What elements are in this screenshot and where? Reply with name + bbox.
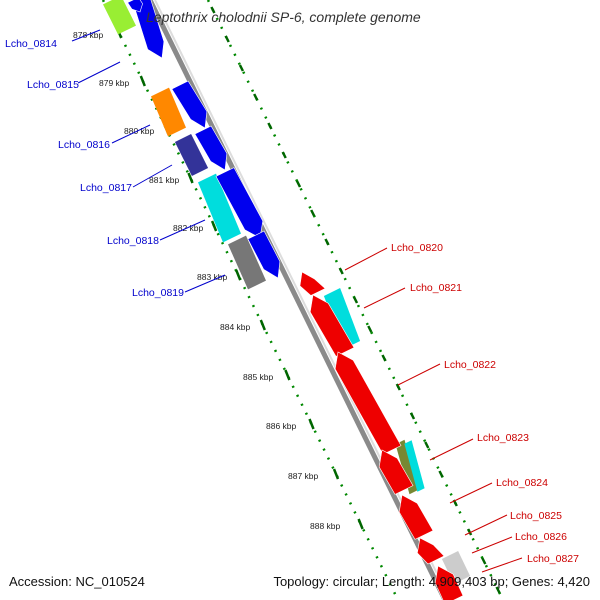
gc-tick bbox=[238, 64, 245, 72]
tick-label-882: 882 kbp bbox=[173, 223, 204, 233]
tick-mark bbox=[357, 518, 364, 530]
leader-line-0825 bbox=[464, 514, 508, 536]
cds-forward-0816[interactable] bbox=[171, 80, 208, 129]
cog-block-0827 bbox=[441, 551, 471, 584]
cds-forward-0819[interactable] bbox=[247, 230, 281, 279]
cog-block-0814 bbox=[103, 0, 136, 35]
tick-label-887: 887 kbp bbox=[288, 471, 319, 481]
gc-tick bbox=[267, 122, 273, 130]
cds-forward-0814[interactable] bbox=[131, 0, 165, 59]
accession-text: Accession: NC_010524 bbox=[9, 574, 145, 589]
tick-mark bbox=[259, 319, 266, 331]
gene-label-0824[interactable]: Lcho_0824 bbox=[496, 477, 548, 489]
gc-tick bbox=[438, 470, 444, 478]
gene-label-0817[interactable]: Lcho_0817 bbox=[80, 182, 132, 194]
leader-line-0826 bbox=[471, 536, 513, 554]
gene-label-0827[interactable]: Lcho_0827 bbox=[527, 553, 579, 565]
tick-mark bbox=[139, 75, 146, 87]
cog-block-0823b bbox=[404, 440, 425, 492]
leader-line-0818 bbox=[159, 219, 206, 241]
cds-reverse-0826[interactable] bbox=[434, 565, 464, 600]
gc-track-inner bbox=[101, 0, 400, 600]
gene-label-0821[interactable]: Lcho_0821 bbox=[410, 282, 462, 294]
gc-tick bbox=[381, 354, 387, 362]
gene-label-0822[interactable]: Lcho_0822 bbox=[444, 359, 496, 371]
tick-mark bbox=[284, 369, 291, 381]
genome-summary-text: Topology: circular; Length: 4,909,403 bp… bbox=[273, 574, 590, 589]
map-title: Leptothrix cholodnii SP-6, complete geno… bbox=[146, 9, 421, 25]
gc-tick bbox=[338, 267, 344, 275]
gene-label-0818[interactable]: Lcho_0818 bbox=[107, 235, 159, 247]
leader-line-0824 bbox=[449, 482, 493, 504]
gene-label-0820[interactable]: Lcho_0820 bbox=[391, 242, 443, 254]
cds-forward-0815[interactable] bbox=[127, 0, 143, 13]
tick-mark bbox=[332, 468, 340, 480]
cds-reverse-0820[interactable] bbox=[299, 271, 326, 296]
leader-line-0821 bbox=[363, 287, 406, 309]
gene-label-0819[interactable]: Lcho_0819 bbox=[132, 287, 184, 299]
tick-label-884: 884 kbp bbox=[220, 322, 251, 332]
gc-tick bbox=[352, 296, 359, 304]
gene-label-0823[interactable]: Lcho_0823 bbox=[477, 432, 529, 444]
gc-tick bbox=[324, 238, 330, 246]
tick-label-879: 879 kbp bbox=[99, 78, 130, 88]
cog-block-0817 bbox=[174, 134, 209, 176]
gc-tick bbox=[224, 35, 230, 43]
gc-tick bbox=[295, 180, 302, 188]
leader-line-0819 bbox=[184, 274, 226, 293]
gc-tick bbox=[395, 383, 401, 391]
leader-line-0827 bbox=[481, 557, 523, 573]
gc-tick bbox=[281, 151, 287, 159]
gene-label-0826[interactable]: Lcho_0826 bbox=[515, 531, 567, 543]
leader-line-0820 bbox=[344, 247, 388, 271]
cds-reverse-0822[interactable] bbox=[334, 351, 402, 455]
gc-tick bbox=[495, 586, 501, 594]
gc-tick bbox=[253, 93, 259, 101]
tick-label-881: 881 kbp bbox=[149, 175, 180, 185]
gc-tick bbox=[367, 325, 373, 333]
leader-line-0822 bbox=[397, 363, 441, 386]
tick-mark bbox=[210, 220, 218, 232]
tick-mark bbox=[235, 269, 242, 281]
tick-label-886: 886 kbp bbox=[266, 421, 297, 431]
cds-reverse-0825[interactable] bbox=[416, 537, 445, 565]
cds-forward-0818[interactable] bbox=[215, 167, 264, 239]
tick-label-883: 883 kbp bbox=[197, 272, 228, 282]
tick-label-888: 888 kbp bbox=[310, 521, 341, 531]
tick-label-885: 885 kbp bbox=[243, 372, 274, 382]
leader-line-0815 bbox=[77, 61, 121, 84]
cog-block-0821 bbox=[323, 288, 361, 349]
tick-mark bbox=[308, 418, 315, 430]
leader-line-0823 bbox=[429, 438, 474, 461]
gc-tick bbox=[481, 557, 487, 565]
cog-block-0819 bbox=[228, 235, 266, 290]
leader-line-0817 bbox=[132, 164, 173, 188]
gc-tick bbox=[409, 412, 416, 420]
cog-block-0823 bbox=[395, 439, 419, 495]
leader-line-0814 bbox=[71, 29, 101, 42]
cog-block-0816 bbox=[151, 87, 186, 137]
leader-line-0816 bbox=[111, 124, 151, 144]
cds-reverse-0824[interactable] bbox=[398, 494, 434, 540]
gene-label-0825[interactable]: Lcho_0825 bbox=[510, 510, 562, 522]
genome-backbone-highlight bbox=[154, 0, 451, 600]
gene-label-0814[interactable]: Lcho_0814 bbox=[5, 38, 57, 50]
cds-reverse-0823[interactable] bbox=[378, 449, 414, 495]
gc-tick bbox=[310, 209, 316, 217]
tick-label-880: 880 kbp bbox=[124, 126, 155, 136]
gc-tick bbox=[424, 441, 430, 449]
cds-forward-0817[interactable] bbox=[194, 125, 228, 171]
tick-mark bbox=[187, 172, 194, 184]
cds-reverse-0821[interactable] bbox=[309, 294, 355, 357]
cog-block-0818 bbox=[198, 173, 241, 243]
gene-label-0815[interactable]: Lcho_0815 bbox=[27, 79, 79, 91]
gene-label-0816[interactable]: Lcho_0816 bbox=[58, 139, 110, 151]
gc-tick bbox=[210, 6, 216, 14]
gc-tick bbox=[466, 528, 473, 536]
